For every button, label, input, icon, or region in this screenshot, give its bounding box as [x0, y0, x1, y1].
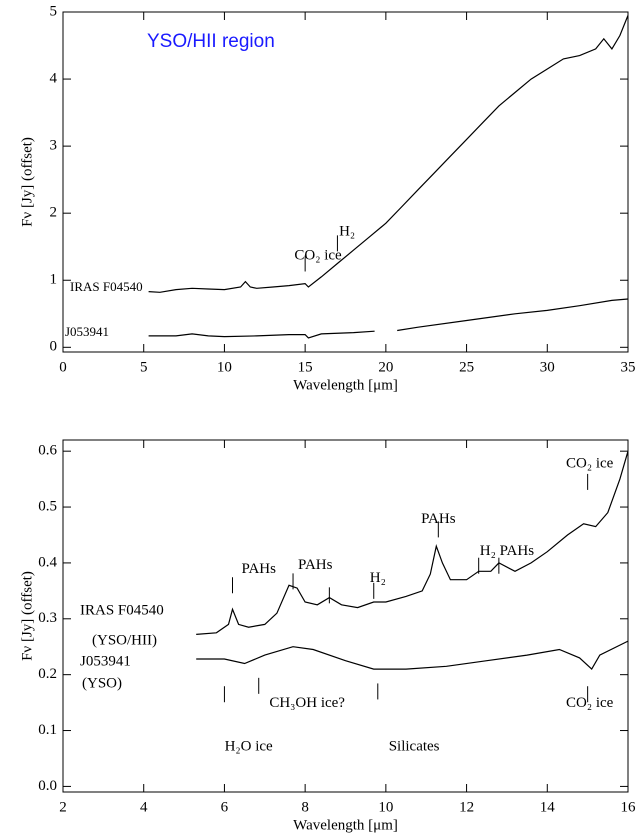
y-tick-label: 4 — [50, 70, 58, 86]
y-tick-label: 5 — [50, 3, 58, 19]
x-tick-label: 16 — [621, 799, 637, 815]
feature-label: H₂ — [370, 570, 386, 586]
plot-frame — [62, 11, 629, 353]
x-tick-label: 12 — [459, 799, 474, 815]
feature-label: H₂O ice — [225, 739, 273, 755]
y-tick-label: 1 — [50, 272, 58, 288]
panel-title: YSO/HII region — [147, 31, 275, 52]
x-tick-label: 8 — [301, 799, 309, 815]
x-tick-label: 0 — [59, 359, 67, 375]
y-tick-label: 0.1 — [38, 722, 57, 738]
feature-label: PAHs — [421, 511, 456, 527]
x-tick-label: 20 — [378, 359, 393, 375]
x-tick-label: 30 — [540, 359, 555, 375]
y-tick-label: 0.0 — [38, 778, 57, 794]
y-tick-label: 0 — [50, 339, 58, 355]
x-tick-label: 35 — [621, 359, 636, 375]
spectrum-line — [196, 451, 629, 635]
y-tick-label: 2 — [50, 205, 58, 221]
x-tick-label: 15 — [298, 359, 313, 375]
x-tick-label: 5 — [140, 359, 148, 375]
x-tick-label: 14 — [540, 799, 556, 815]
x-axis-label: Wavelength [μm] — [293, 377, 398, 393]
feature-label: CO₂ ice — [294, 248, 342, 264]
feature-label: H₂ PAHs — [480, 543, 534, 559]
feature-label: CO₂ ice — [566, 455, 614, 471]
x-tick-label: 10 — [217, 359, 232, 375]
x-tick-label: 2 — [59, 799, 67, 815]
y-axis-label: Fν [Jy] (offset) — [19, 137, 35, 227]
spectrum-line — [148, 298, 629, 339]
x-tick-label: 10 — [378, 799, 393, 815]
plot-frame — [62, 439, 629, 793]
y-axis-label: Fν [Jy] (offset) — [19, 571, 35, 661]
spectrum-line — [148, 15, 629, 293]
y-tick-label: 0.2 — [38, 666, 57, 682]
y-tick-label: 3 — [50, 138, 58, 154]
feature-label: H₂ — [339, 223, 355, 239]
feature-label: CO₂ ice — [566, 695, 614, 711]
series-note: (YSO) — [82, 675, 122, 691]
y-tick-label: 0.4 — [38, 554, 57, 570]
x-tick-label: 25 — [459, 359, 474, 375]
y-tick-label: 0.3 — [38, 610, 57, 626]
series-label: IRAS F04540 — [70, 279, 143, 294]
x-axis-label: Wavelength [μm] — [293, 817, 398, 833]
series-label: J053941 — [65, 324, 109, 339]
feature-label: Silicates — [389, 739, 440, 755]
feature-label: CH₃OH ice? — [269, 695, 345, 711]
y-tick-label: 0.5 — [38, 498, 57, 514]
series-label: IRAS F04540 — [80, 602, 164, 618]
series-note: (YSO/HII) — [92, 632, 157, 648]
x-tick-label: 6 — [221, 799, 229, 815]
feature-label: PAHs — [298, 557, 333, 573]
feature-label: PAHs — [241, 561, 276, 577]
x-tick-label: 4 — [140, 799, 148, 815]
spectrum-line — [196, 640, 629, 671]
series-label: J053941 — [80, 653, 131, 669]
y-tick-label: 0.6 — [38, 443, 57, 459]
